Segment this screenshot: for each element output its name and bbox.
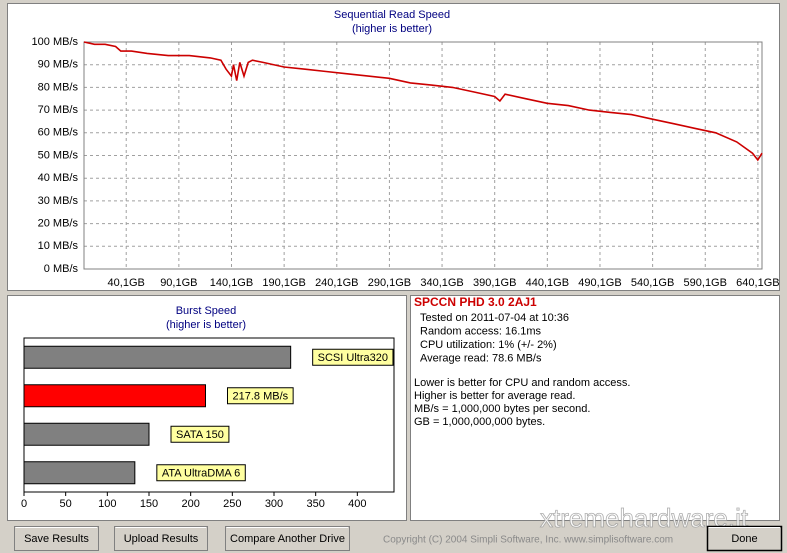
info-note: Higher is better for average read. <box>414 390 575 402</box>
y-tick-label: 90 MB/s <box>38 59 79 71</box>
burst-title: Burst Speed <box>176 305 237 317</box>
x-tick-label: 390,1GB <box>473 277 516 289</box>
button[interactable]: Upload Results <box>114 526 208 551</box>
bar-label: 217.8 MB/s <box>233 391 289 403</box>
x-tick-label: 90,1GB <box>160 277 197 289</box>
button-face <box>14 526 99 551</box>
button-face <box>225 526 350 551</box>
x-tick-label: 240,1GB <box>315 277 358 289</box>
x-tick-label: 140,1GB <box>210 277 253 289</box>
bar-label: SATA 150 <box>176 429 224 441</box>
x-tick-label: 490,1GB <box>578 277 621 289</box>
y-tick-label: 0 MB/s <box>44 263 79 275</box>
button-label: Save Results <box>24 533 89 545</box>
button[interactable]: Done <box>706 525 783 552</box>
seq-panel <box>7 3 780 291</box>
button[interactable]: Save Results <box>14 526 99 551</box>
x-tick-label: 250 <box>223 498 241 510</box>
y-tick-label: 10 MB/s <box>38 240 79 252</box>
seq-subtitle: (higher is better) <box>352 23 432 35</box>
x-tick-label: 640,1GB <box>736 277 779 289</box>
x-tick-label: 0 <box>21 498 27 510</box>
x-tick-label: 290,1GB <box>368 277 411 289</box>
plot-frame <box>83 41 763 270</box>
drive-name: SPCCN PHD 3.0 2AJ1 <box>414 295 537 309</box>
x-tick-label: 40,1GB <box>108 277 145 289</box>
x-tick-label: 150 <box>140 498 158 510</box>
burst-subtitle: (higher is better) <box>166 319 246 331</box>
info-note: GB = 1,000,000,000 bytes. <box>414 416 545 428</box>
info-detail: Tested on 2011-07-04 at 10:36 <box>420 312 569 324</box>
x-tick-label: 340,1GB <box>420 277 463 289</box>
bar-label-box <box>170 425 230 443</box>
button-label: Done <box>731 533 757 545</box>
bar-label: ATA UltraDMA 6 <box>162 468 240 480</box>
info-note: Lower is better for CPU and random acces… <box>414 377 630 389</box>
button-face <box>706 525 783 552</box>
y-tick-label: 20 MB/s <box>38 218 79 230</box>
y-tick-label: 80 MB/s <box>38 81 79 93</box>
y-tick-label: 60 MB/s <box>38 127 79 139</box>
info-detail: Random access: 16.1ms <box>420 325 542 337</box>
x-tick-label: 50 <box>60 498 72 510</box>
bar-label: SCSI Ultra320 <box>318 352 388 364</box>
x-tick-label: 350 <box>306 498 324 510</box>
bar <box>23 422 150 446</box>
bar-label-box <box>312 348 394 366</box>
x-tick-label: 100 <box>98 498 116 510</box>
bar <box>23 345 292 369</box>
x-tick-label: 590,1GB <box>684 277 727 289</box>
button-label: Upload Results <box>124 533 199 545</box>
info-panel <box>410 295 780 521</box>
y-tick-label: 30 MB/s <box>38 195 79 207</box>
x-tick-label: 400 <box>348 498 366 510</box>
y-tick-label: 40 MB/s <box>38 172 79 184</box>
read-line <box>83 41 763 162</box>
x-tick-label: 300 <box>265 498 283 510</box>
button-face <box>114 526 208 551</box>
x-tick-label: 200 <box>181 498 199 510</box>
bar-label-box <box>156 464 246 482</box>
info-detail: CPU utilization: 1% (+/- 2%) <box>420 339 557 351</box>
bar <box>23 461 136 485</box>
info-note: MB/s = 1,000,000 bytes per second. <box>414 403 590 415</box>
bar <box>23 384 206 408</box>
y-tick-label: 50 MB/s <box>38 149 79 161</box>
y-tick-label: 100 MB/s <box>32 36 79 48</box>
button[interactable]: Compare Another Drive <box>225 526 350 551</box>
info-detail: Average read: 78.6 MB/s <box>420 352 542 364</box>
plot-frame <box>23 337 395 493</box>
x-tick-label: 540,1GB <box>631 277 674 289</box>
button-label: Compare Another Drive <box>230 533 345 545</box>
x-tick-label: 190,1GB <box>262 277 305 289</box>
seq-title: Sequential Read Speed <box>334 9 450 21</box>
bar-label-box <box>227 387 294 405</box>
x-tick-label: 440,1GB <box>526 277 569 289</box>
copyright: Copyright (C) 2004 Simpli Software, Inc.… <box>383 535 673 546</box>
y-tick-label: 70 MB/s <box>38 104 79 116</box>
